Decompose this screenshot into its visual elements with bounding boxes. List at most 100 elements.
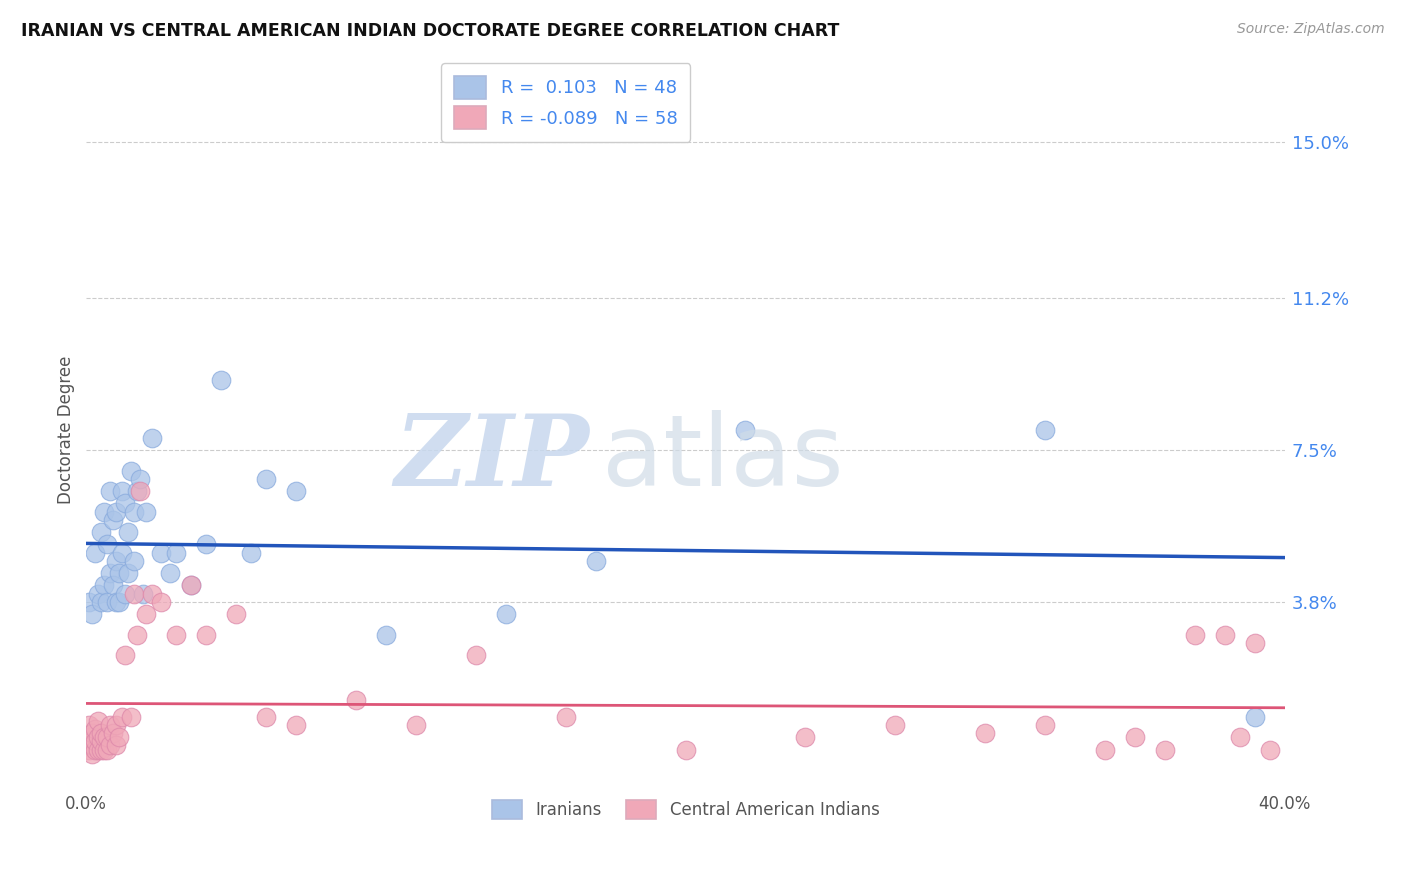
Point [180, 578, 202, 592]
Point [240, 546, 263, 560]
Point [111, 484, 134, 499]
Point [1258, 742, 1281, 756]
Point [135, 505, 157, 519]
Point [117, 566, 139, 581]
Point [105, 505, 128, 519]
Point [82, 607, 104, 622]
Point [209, 373, 232, 387]
Text: IRANIAN VS CENTRAL AMERICAN INDIAN DOCTORATE DEGREE CORRELATION CHART: IRANIAN VS CENTRAL AMERICAN INDIAN DOCTO… [21, 22, 839, 40]
Point [93, 731, 115, 745]
Point [105, 595, 128, 609]
Text: ZIP: ZIP [395, 410, 589, 507]
Point [195, 537, 218, 551]
Point [114, 648, 136, 663]
Point [344, 693, 367, 707]
Point [87, 742, 110, 756]
Point [93, 505, 115, 519]
Point [105, 718, 128, 732]
Point [84, 734, 107, 748]
Point [195, 628, 218, 642]
Y-axis label: Doctorate Degree: Doctorate Degree [58, 355, 75, 504]
Point [82, 747, 104, 761]
Point [405, 718, 427, 732]
Point [84, 742, 107, 756]
Point [1033, 718, 1056, 732]
Point [129, 484, 152, 499]
Point [127, 484, 149, 499]
Point [1229, 731, 1251, 745]
Point [90, 525, 112, 540]
Point [254, 472, 277, 486]
Point [114, 496, 136, 510]
Point [98, 718, 121, 732]
Point [105, 554, 128, 568]
Point [165, 546, 187, 560]
Point [103, 513, 125, 527]
Point [1243, 636, 1265, 650]
Text: atlas: atlas [602, 410, 844, 507]
Point [93, 742, 115, 756]
Point [98, 566, 121, 581]
Point [120, 710, 142, 724]
Point [734, 423, 756, 437]
Point [1213, 628, 1236, 642]
Point [150, 595, 173, 609]
Point [90, 726, 112, 740]
Point [111, 546, 134, 560]
Point [150, 546, 173, 560]
Point [87, 587, 110, 601]
Point [114, 587, 136, 601]
Point [585, 554, 607, 568]
Point [98, 739, 121, 753]
Point [122, 505, 145, 519]
Point [84, 546, 107, 560]
Point [96, 537, 118, 551]
Point [974, 726, 997, 740]
Point [103, 726, 125, 740]
Point [79, 718, 101, 732]
Point [90, 734, 112, 748]
Point [495, 607, 517, 622]
Point [1094, 742, 1116, 756]
Point [90, 742, 112, 756]
Point [111, 710, 134, 724]
Point [98, 484, 121, 499]
Point [108, 731, 131, 745]
Point [79, 739, 101, 753]
Point [794, 731, 817, 745]
Text: Source: ZipAtlas.com: Source: ZipAtlas.com [1237, 22, 1385, 37]
Point [225, 607, 247, 622]
Point [135, 607, 157, 622]
Point [1184, 628, 1206, 642]
Point [254, 710, 277, 724]
Point [132, 587, 155, 601]
Point [884, 718, 907, 732]
Point [285, 718, 308, 732]
Point [554, 710, 576, 724]
Point [90, 595, 112, 609]
Point [122, 554, 145, 568]
Point [79, 731, 101, 745]
Point [108, 566, 131, 581]
Point [1123, 731, 1146, 745]
Point [1243, 710, 1265, 724]
Point [120, 464, 142, 478]
Point [129, 472, 152, 486]
Point [96, 595, 118, 609]
Point [165, 628, 187, 642]
Point [79, 742, 101, 756]
Legend: Iranians, Central American Indians: Iranians, Central American Indians [485, 793, 886, 826]
Point [141, 587, 163, 601]
Point [127, 628, 149, 642]
Point [103, 578, 125, 592]
Point [84, 722, 107, 736]
Point [96, 731, 118, 745]
Point [141, 431, 163, 445]
Point [79, 595, 101, 609]
Point [87, 731, 110, 745]
Point [180, 578, 202, 592]
Point [108, 595, 131, 609]
Point [87, 714, 110, 728]
Point [1154, 742, 1177, 756]
Point [675, 742, 697, 756]
